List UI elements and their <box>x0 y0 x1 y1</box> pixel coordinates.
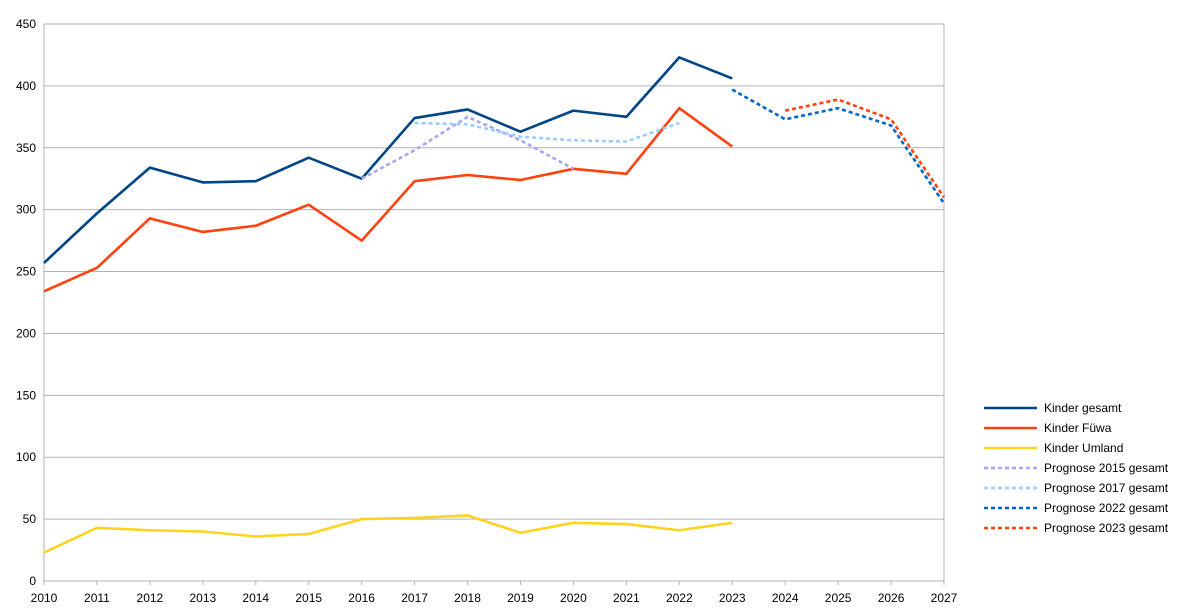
x-tick-label: 2012 <box>137 591 164 605</box>
x-tick-label: 2013 <box>189 591 216 605</box>
series-line-prognose-2023-gesamt <box>784 98 946 199</box>
y-tick-label: 200 <box>16 326 36 340</box>
x-tick-label: 2026 <box>878 591 905 605</box>
y-tick-label: 0 <box>29 574 36 588</box>
legend-label: Kinder Füwa <box>1044 421 1112 435</box>
y-axis-tick-labels: 0 50 100 150 200 250 300 350 400 450 <box>16 17 36 588</box>
x-tick-label: 2017 <box>401 591 428 605</box>
x-tick-label: 2019 <box>507 591 534 605</box>
legend-label: Kinder Umland <box>1044 441 1123 455</box>
y-tick-label: 350 <box>16 141 36 155</box>
grid-lines <box>44 23 944 520</box>
legend-label: Kinder gesamt <box>1044 401 1122 415</box>
y-tick-label: 250 <box>16 265 36 279</box>
series-line-prognose-2015-gesamt <box>361 115 575 180</box>
x-tick-label: 2011 <box>84 591 110 605</box>
series-line-prognose-2017-gesamt <box>414 121 680 143</box>
x-tick-label: 2020 <box>560 591 587 605</box>
x-tick-label: 2016 <box>348 591 375 605</box>
x-tick-label: 2018 <box>454 591 481 605</box>
legend-label: Prognose 2022 gesamt <box>1044 501 1169 515</box>
x-tick-label: 2023 <box>719 591 746 605</box>
y-tick-label: 450 <box>16 17 36 31</box>
series-line-kinder-fuewa <box>43 106 733 293</box>
series-line-kinder-umland <box>43 514 733 554</box>
series-line-kinder-gesamt <box>43 56 733 264</box>
series-line-prognose-2022-gesamt <box>731 88 946 205</box>
legend: Kinder gesamt Kinder Füwa Kinder Umland Pro… <box>984 401 1169 535</box>
y-tick-label: 50 <box>23 512 37 526</box>
x-tick-label: 2014 <box>242 591 269 605</box>
x-tick-label: 2025 <box>825 591 852 605</box>
y-tick-label: 100 <box>16 450 36 464</box>
x-axis-tick-labels: 2010 2011 2012 2013 2014 2015 2016 2017 2018 2019… <box>31 581 958 605</box>
x-tick-label: 2015 <box>295 591 322 605</box>
legend-label: Prognose 2015 gesamt <box>1044 461 1169 475</box>
y-tick-label: 300 <box>16 203 36 217</box>
x-tick-label: 2024 <box>772 591 799 605</box>
legend-label: Prognose 2023 gesamt <box>1044 521 1169 535</box>
axes <box>43 24 945 582</box>
x-tick-label: 2010 <box>31 591 58 605</box>
legend-label: Prognose 2017 gesamt <box>1044 481 1169 495</box>
x-tick-label: 2022 <box>666 591 693 605</box>
y-tick-label: 400 <box>16 79 36 93</box>
y-tick-label: 150 <box>16 388 36 402</box>
x-tick-label: 2027 <box>931 591 958 605</box>
x-tick-label: 2021 <box>613 591 640 605</box>
series-lines <box>43 56 946 554</box>
